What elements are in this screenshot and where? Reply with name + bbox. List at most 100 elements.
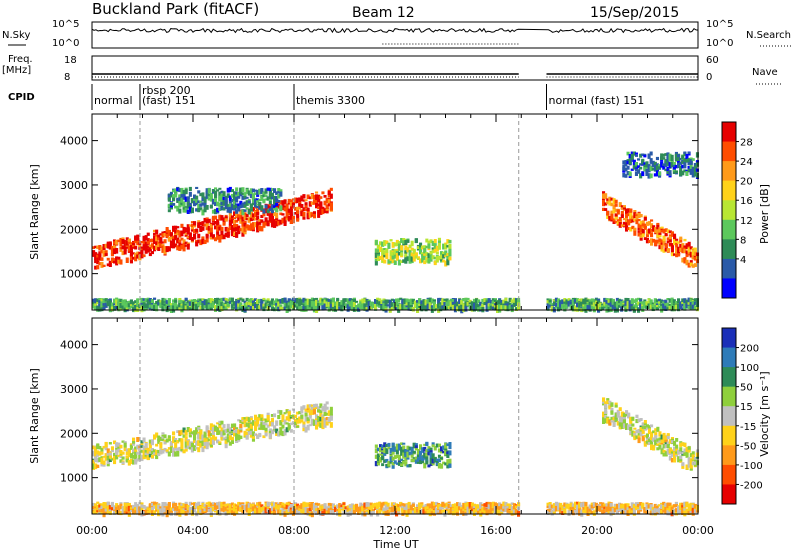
echo-cell (681, 161, 685, 164)
echo-cell (235, 232, 239, 236)
echo-cell (150, 450, 154, 455)
echo-cell (247, 193, 251, 196)
echo-cell (685, 259, 689, 266)
echo-cell (622, 418, 626, 422)
echo-cell (197, 440, 201, 447)
echo-cell (655, 299, 659, 302)
echo-cell (256, 307, 260, 311)
echo-cell (209, 302, 213, 308)
echo-cell (348, 301, 352, 307)
echo-cell (129, 242, 133, 245)
echo-cell (329, 304, 333, 309)
echo-cell (668, 170, 672, 176)
echo-cell (386, 304, 390, 307)
echo-cell (406, 445, 410, 450)
echo-cell (169, 243, 173, 249)
echo-cell (153, 235, 157, 240)
echo-cell (315, 423, 319, 430)
echo-cell (115, 299, 119, 302)
echo-cell (586, 299, 590, 302)
echo-cell (113, 245, 117, 249)
echo-cell (395, 307, 399, 310)
date-label: 15/Sep/2015 (590, 5, 679, 21)
echo-cell (193, 229, 197, 234)
echo-cell (169, 448, 173, 453)
echo-cell (620, 421, 624, 428)
echo-cell (662, 249, 666, 253)
echo-cell (251, 199, 255, 203)
echo-cell (195, 429, 199, 435)
echo-cell (643, 167, 647, 172)
echo-cell (132, 256, 136, 260)
echo-cell (620, 224, 624, 227)
echo-cell (104, 506, 108, 509)
echo-cell (489, 303, 493, 306)
echo-cell (205, 299, 209, 304)
echo-cell (228, 433, 232, 437)
echo-cell (193, 430, 197, 435)
echo-cell (336, 301, 340, 308)
echo-cell (92, 246, 96, 249)
echo-cell (419, 450, 423, 457)
echo-cell (429, 251, 433, 255)
echo-cell (323, 422, 327, 426)
echo-cell (664, 305, 668, 311)
echo-cell (94, 298, 98, 304)
echo-cell (421, 447, 425, 453)
echo-cell (650, 229, 654, 232)
echo-cell (159, 442, 163, 449)
echo-cell (310, 404, 314, 407)
echo-cell (590, 298, 594, 302)
echo-cell (239, 228, 243, 232)
echo-cell (628, 307, 632, 312)
echo-cell (397, 458, 401, 464)
echo-cell (119, 298, 123, 303)
echo-cell (235, 212, 239, 218)
echo-cell (453, 301, 457, 304)
echo-cell (230, 229, 234, 235)
echo-cell (651, 167, 655, 171)
echo-cell (321, 301, 325, 308)
echo-cell (264, 188, 268, 194)
echo-cell (414, 456, 418, 460)
echo-cell (228, 201, 232, 204)
echo-cell (216, 229, 220, 232)
echo-cell (218, 236, 222, 240)
echo-cell (193, 437, 197, 443)
echo-cell (155, 304, 159, 309)
echo-cell (552, 299, 556, 305)
echo-cell (285, 422, 289, 425)
echo-cell (144, 442, 148, 449)
echo-cell (382, 305, 386, 310)
echo-cell (419, 460, 423, 465)
echo-cell (205, 427, 209, 433)
echo-cell (401, 301, 405, 305)
echo-cell (416, 257, 420, 260)
echo-cell (277, 193, 281, 199)
echo-cell (258, 427, 262, 430)
echo-cell (573, 305, 577, 312)
echo-cell (153, 503, 157, 509)
echo-cell (266, 196, 270, 201)
echo-cell (614, 214, 618, 220)
echo-cell (422, 299, 426, 303)
echo-cell (148, 246, 152, 252)
echo-cell (312, 301, 316, 306)
echo-cell (411, 299, 415, 303)
echo-cell (104, 445, 108, 449)
echo-cell (336, 297, 340, 301)
echo-cell (125, 301, 129, 308)
echo-cell (334, 301, 338, 306)
echo-cell (389, 456, 393, 462)
echo-cell (602, 193, 606, 199)
echo-cell (264, 302, 268, 309)
echo-cell (448, 249, 452, 255)
echo-cell (355, 305, 359, 308)
echo-cell (654, 432, 658, 438)
echo-cell (251, 431, 255, 437)
echo-cell (113, 306, 117, 311)
echo-cell (104, 253, 108, 257)
echo-cell (100, 307, 104, 312)
echo-cell (389, 250, 393, 257)
echo-cell (230, 440, 234, 444)
